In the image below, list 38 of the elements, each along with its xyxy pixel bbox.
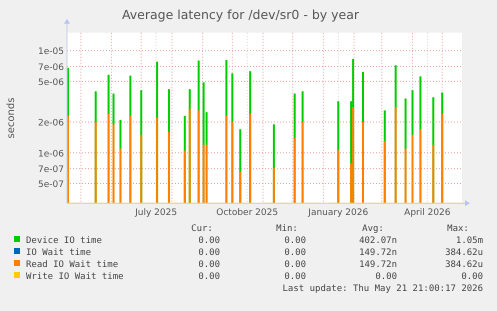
text: 0.00: [284, 236, 306, 246]
text: 0.00: [375, 272, 397, 282]
y-tick-label: 1e-06: [38, 149, 64, 160]
x-tick-label: January 2026: [307, 208, 368, 218]
y-tick-label: 1e-05: [38, 47, 64, 58]
y-tick-label: 2e-06: [38, 118, 64, 129]
text: Avg:: [362, 224, 384, 234]
text: 0.00: [284, 260, 306, 270]
x-tick-label: October 2025: [216, 208, 278, 218]
text: 0.00: [198, 272, 220, 282]
text: Cur:: [191, 224, 213, 234]
text: 0.00: [284, 248, 306, 258]
text: 0.00: [461, 272, 483, 282]
text: 1.05m: [456, 236, 483, 246]
legend-label: Read IO Wait time: [26, 260, 118, 270]
x-tick-label: July 2025: [134, 208, 178, 218]
y-tick-label: 7e-07: [38, 165, 64, 176]
text: Max:: [447, 224, 469, 234]
text: Min:: [276, 224, 298, 234]
chart-title: Average latency for /dev/sr0 - by year: [122, 7, 360, 22]
text: 384.62u: [445, 260, 483, 270]
x-tick-label: April 2026: [404, 208, 451, 218]
text: 149.72n: [359, 260, 397, 270]
text: 0.00: [198, 260, 220, 270]
legend-label: Device IO time: [26, 236, 102, 246]
text: 402.07n: [359, 236, 397, 246]
y-axis-title: seconds: [6, 98, 17, 138]
legend-label: IO Wait time: [26, 248, 92, 258]
y-tick-label: 5e-06: [38, 78, 64, 88]
text: Last update: Thu May 21 21:00:17 2026: [282, 284, 483, 294]
text: 0.00: [198, 248, 220, 258]
y-tick-label: 7e-06: [38, 62, 64, 73]
text: 0.00: [198, 236, 220, 246]
text: 384.62u: [445, 248, 483, 258]
y-tick-label: 5e-07: [38, 180, 64, 190]
text: 149.72n: [359, 248, 397, 258]
legend-label: Write IO Wait time: [26, 272, 124, 282]
text: 0.00: [284, 272, 306, 282]
